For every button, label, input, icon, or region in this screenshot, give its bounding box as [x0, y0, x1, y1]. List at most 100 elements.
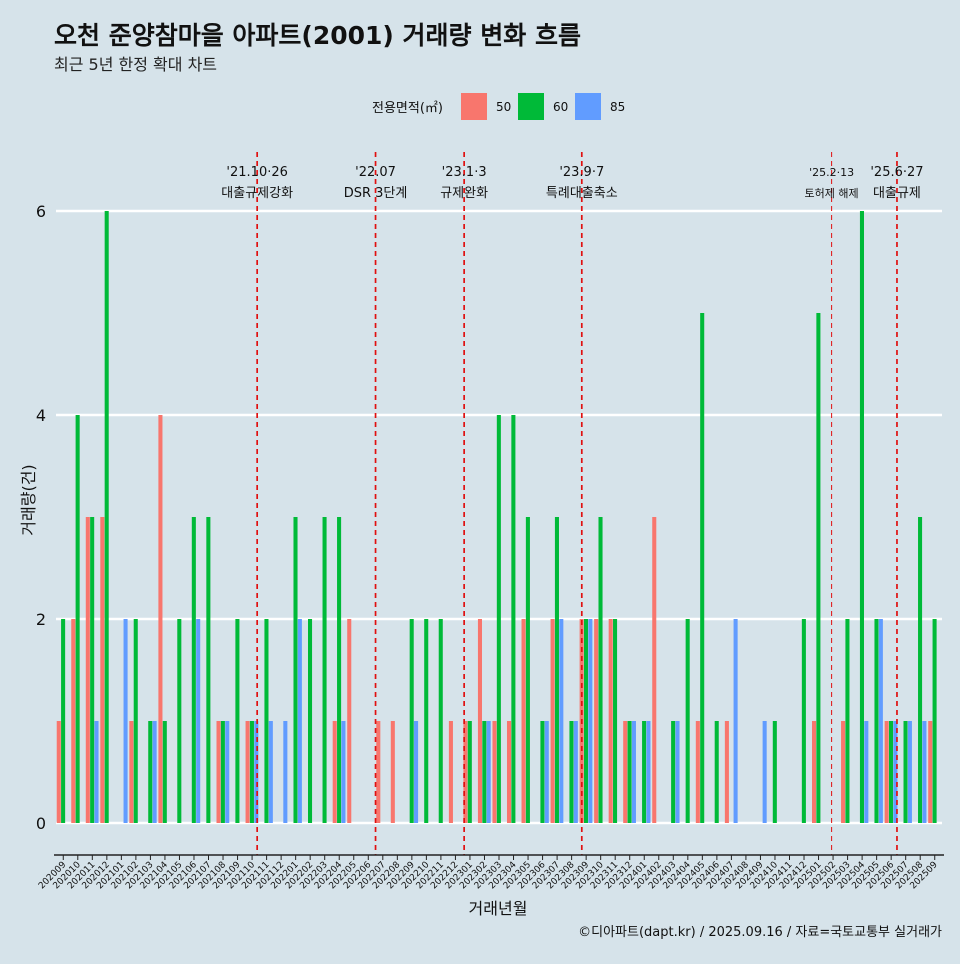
legend-title: 전용면적(㎡)	[372, 101, 443, 116]
bar-202201-60	[293, 517, 298, 823]
bar-202506-60	[888, 721, 894, 823]
bar-202108-50	[216, 721, 221, 823]
bar-202507-60	[903, 721, 908, 823]
bar-202009-50	[56, 721, 61, 823]
bar-202508-85	[922, 721, 927, 823]
event-label-202502: 토허제 해제	[805, 186, 859, 200]
bar-202011-85	[94, 721, 99, 823]
bar-202307-85	[559, 619, 564, 823]
bar-202012-50	[100, 517, 105, 823]
bar-202301-60	[467, 721, 472, 823]
bar-202312-50	[623, 721, 628, 823]
legend-swatch-85	[575, 93, 601, 120]
bar-202509-50	[928, 721, 933, 823]
bar-202405-60	[700, 313, 705, 823]
event-date-202110: '21.10·26	[226, 165, 287, 180]
event-date-202309: '23.9·7	[559, 165, 604, 180]
bar-202106-85	[196, 619, 201, 823]
bar-202310-60	[598, 517, 603, 823]
bar-202203-60	[322, 517, 327, 823]
bar-202111-85	[268, 721, 273, 823]
bar-202010-50	[71, 619, 76, 823]
event-label-202506: 대출규제	[873, 186, 921, 201]
bar-202305-50	[521, 619, 526, 823]
x-axis: 2020092020102020112020122021012021022021…	[37, 854, 944, 891]
bar-202308-85	[573, 721, 578, 823]
event-label-202309: 특례대출축소	[546, 186, 618, 201]
bar-202307-60	[554, 517, 559, 823]
legend-swatch-50	[461, 93, 487, 120]
bar-202403-60	[671, 721, 676, 823]
legend-items: 50 60 85	[461, 93, 625, 120]
bar-202301-50	[463, 721, 468, 823]
bar-202401-60	[642, 721, 647, 823]
bar-202105-60	[177, 619, 182, 823]
bar-202304-50	[506, 721, 512, 823]
bar-202509-60	[932, 619, 937, 823]
bar-202406-60	[714, 721, 719, 823]
event-date-202506: '25.6·27	[870, 165, 923, 180]
legend-label-50: 50	[496, 100, 511, 114]
bar-202103-60	[148, 721, 153, 823]
bar-202306-85	[544, 721, 549, 823]
bar-202204-85	[341, 721, 346, 823]
event-date-202301: '23.1·3	[442, 165, 487, 180]
bar-202503-50	[841, 721, 846, 823]
bar-202210-60	[424, 619, 429, 823]
bar-202202-60	[308, 619, 313, 823]
bar-202302-50	[477, 619, 482, 823]
bar-202305-60	[525, 517, 530, 823]
bar-202011-50	[85, 517, 90, 823]
bar-202209-60	[409, 619, 414, 823]
bar-202110-50	[245, 721, 250, 823]
x-axis-label: 거래년월	[469, 899, 528, 918]
bar-202109-60	[235, 619, 240, 823]
bar-202201-85	[297, 619, 302, 823]
bar-202211-60	[438, 619, 443, 823]
bar-202308-60	[569, 721, 574, 823]
bar-202012-60	[104, 211, 109, 823]
bar-202311-60	[613, 619, 618, 823]
bar-202506-85	[893, 721, 898, 823]
bar-202310-50	[594, 619, 599, 823]
y-tick-label-6: 6	[36, 202, 46, 221]
bar-202501-60	[816, 313, 821, 823]
chart-subtitle: 최근 5년 한정 확대 차트	[54, 55, 217, 74]
bar-202302-60	[482, 721, 487, 823]
bar-202306-60	[540, 721, 545, 823]
legend-label-85: 85	[610, 100, 625, 114]
bar-202410-60	[772, 721, 777, 823]
event-label-202110: 대출규제강화	[221, 186, 293, 201]
bar-202402-50	[652, 517, 657, 823]
bar-202405-50	[695, 721, 700, 823]
event-markers: '21.10·26 대출규제강화 '22.07 DSR 3단계 '23.1·3 규제완화 '…	[221, 152, 924, 855]
bar-202303-60	[496, 415, 501, 823]
event-date-202502: '25.2·13	[809, 166, 854, 179]
bar-202401-85	[646, 721, 651, 823]
bar-202303-50	[492, 721, 497, 823]
y-tick-label-0: 0	[36, 814, 46, 833]
bar-202104-50	[158, 415, 163, 823]
event-label-202301: 규제완화	[440, 186, 488, 201]
bar-202507-85	[907, 721, 912, 823]
bar-202209-85	[414, 721, 419, 823]
bar-202504-60	[859, 211, 864, 823]
bar-202112-85	[283, 721, 288, 823]
bar-202501-50	[812, 721, 817, 823]
bar-202309-60	[583, 619, 589, 823]
bar-202110-85	[254, 721, 259, 823]
bar-202508-60	[918, 517, 923, 823]
y-tick-label-4: 4	[36, 406, 46, 425]
bar-202106-60	[191, 517, 196, 823]
bar-202101-85	[123, 619, 128, 823]
bar-202104-60	[162, 721, 167, 823]
bar-202107-60	[206, 517, 211, 823]
bar-202503-60	[845, 619, 850, 823]
event-label-202207: DSR 3단계	[344, 186, 408, 201]
bar-202204-60	[337, 517, 342, 823]
bar-202412-60	[801, 619, 806, 823]
bar-202207-50	[376, 721, 381, 823]
bar-202304-60	[511, 415, 516, 823]
bars	[56, 211, 937, 823]
